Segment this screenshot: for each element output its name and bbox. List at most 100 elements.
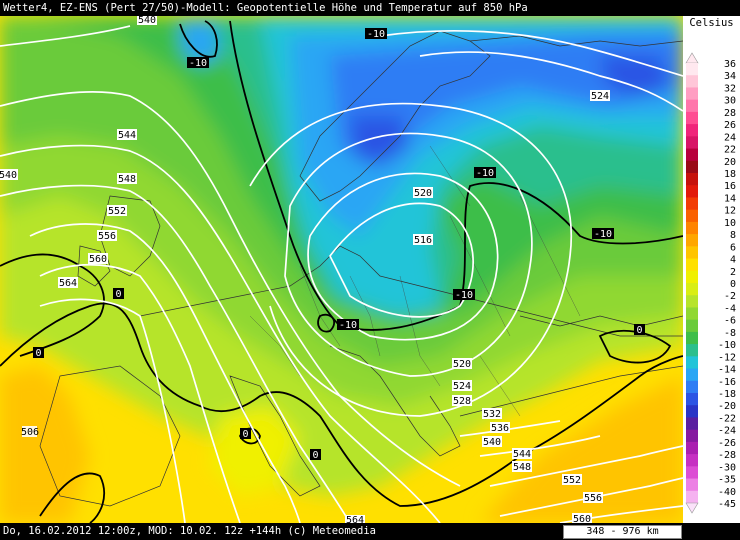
legend-label: 14 — [724, 193, 736, 204]
svg-text:552: 552 — [108, 206, 126, 217]
label-m10-d: -10 — [592, 228, 614, 240]
label-548-w: 548 — [117, 173, 137, 185]
label-560-w: 560 — [88, 253, 108, 265]
legend-swatch — [686, 331, 698, 345]
isohypse-labels: 540 544 548 552 556 560 564 524 520 516 … — [0, 16, 610, 523]
label-0-e: 0 — [634, 324, 645, 336]
legend-label: 6 — [730, 242, 736, 253]
svg-text:0: 0 — [242, 429, 248, 440]
label-556-w: 556 — [97, 230, 117, 242]
label-548-s: 548 — [512, 461, 532, 473]
label-540-s: 540 — [482, 436, 502, 448]
legend-swatch — [686, 319, 698, 333]
svg-text:0: 0 — [115, 289, 121, 300]
legend-label: -20 — [718, 401, 736, 412]
svg-text:560: 560 — [89, 254, 107, 265]
legend-swatch — [686, 124, 698, 137]
svg-text:-10: -10 — [189, 58, 207, 69]
borders — [249, 145, 581, 417]
legend-label: 20 — [724, 157, 736, 168]
svg-text:-10: -10 — [455, 290, 473, 301]
label-520-s: 520 — [452, 358, 472, 370]
temperature-field — [0, 16, 683, 523]
label-516: 516 — [413, 234, 433, 246]
svg-text:536: 536 — [491, 423, 509, 434]
label-m10-b: -10 — [187, 57, 209, 69]
svg-text:556: 556 — [584, 493, 602, 504]
legend-label: -14 — [718, 365, 736, 376]
legend-arrow-top — [685, 52, 699, 64]
svg-text:548: 548 — [513, 462, 531, 473]
legend-label: 0 — [730, 279, 736, 290]
label-540-w: 540 — [0, 169, 18, 181]
legend-label: 10 — [724, 218, 736, 229]
svg-text:540: 540 — [483, 437, 501, 448]
legend-swatch — [686, 246, 698, 260]
footer-bar: Do, 16.02.2012 12:00z, MOD: 10.02. 12z +… — [0, 523, 740, 540]
legend-swatch — [686, 429, 698, 443]
label-524-ne: 524 — [590, 90, 610, 102]
legend-label: 36 — [724, 59, 736, 70]
svg-text:540: 540 — [138, 16, 156, 26]
legend-swatch — [686, 393, 698, 406]
label-556-s: 556 — [583, 492, 603, 504]
legend-scale: 363432302826242220181614121086420-2-4-6-… — [685, 52, 736, 514]
svg-text:544: 544 — [513, 449, 531, 460]
map-title: Wetter4, EZ-ENS (Pert 27/50)-Modell: Geo… — [3, 2, 528, 14]
legend-label: 28 — [724, 108, 736, 119]
legend-label: 22 — [724, 145, 736, 156]
label-0-b: 0 — [33, 347, 44, 359]
legend-swatch — [686, 197, 698, 211]
legend-swatch — [686, 234, 698, 247]
label-560-s: 560 — [572, 513, 592, 523]
isohypses — [0, 25, 683, 523]
label-m10-a: -10 — [365, 28, 387, 40]
label-564-w: 564 — [58, 277, 78, 289]
label-m10-f: -10 — [337, 319, 359, 331]
legend-swatch — [686, 270, 698, 284]
legend-swatch — [686, 136, 698, 150]
legend-swatch — [686, 478, 698, 492]
svg-text:516: 516 — [414, 235, 432, 246]
svg-text:564: 564 — [346, 515, 364, 523]
label-544-s: 544 — [512, 448, 532, 460]
legend-swatch — [686, 209, 698, 223]
label-0-d: 0 — [310, 449, 321, 461]
legend-swatch — [686, 173, 698, 186]
legend-swatch — [686, 490, 698, 504]
label-520-center: 520 — [413, 187, 433, 199]
svg-text:528: 528 — [453, 396, 471, 407]
svg-text:552: 552 — [563, 475, 581, 486]
weather-map-svg: 540 544 548 552 556 560 564 524 520 516 … — [0, 16, 683, 523]
legend-swatch — [686, 417, 698, 431]
legend-label: 26 — [724, 120, 736, 131]
legend-swatch — [686, 258, 698, 272]
legend-label: 30 — [724, 96, 736, 107]
svg-text:520: 520 — [414, 188, 432, 199]
legend-swatch — [686, 63, 698, 76]
legend-label: -24 — [718, 426, 736, 437]
legend-swatch — [686, 295, 698, 308]
svg-text:532: 532 — [483, 409, 501, 420]
svg-text:-10: -10 — [339, 320, 357, 331]
label-540-a: 540 — [137, 16, 157, 26]
legend-swatch — [686, 380, 698, 394]
svg-text:560: 560 — [573, 514, 591, 523]
legend-label: -26 — [718, 438, 736, 449]
scale-box: 348 - 976 km — [563, 525, 682, 539]
legend-title: Celsius — [689, 17, 734, 29]
scale-text: 348 - 976 km — [586, 526, 659, 537]
legend-swatch — [686, 283, 698, 296]
isotherm-labels: -10 -10 -10 -10 -10 -10 0 0 0 0 0 506 — [21, 28, 645, 461]
legend-label: 2 — [730, 267, 736, 278]
svg-text:0: 0 — [35, 348, 41, 359]
svg-text:-10: -10 — [594, 229, 612, 240]
svg-text:540: 540 — [0, 170, 17, 181]
legend-label: 34 — [724, 71, 736, 82]
legend-label: -22 — [718, 413, 736, 424]
legend-swatch — [686, 466, 698, 480]
label-564-s: 564 — [345, 515, 365, 523]
legend-swatch — [686, 99, 698, 113]
legend-swatch — [686, 454, 698, 467]
label-552-s: 552 — [562, 474, 582, 486]
